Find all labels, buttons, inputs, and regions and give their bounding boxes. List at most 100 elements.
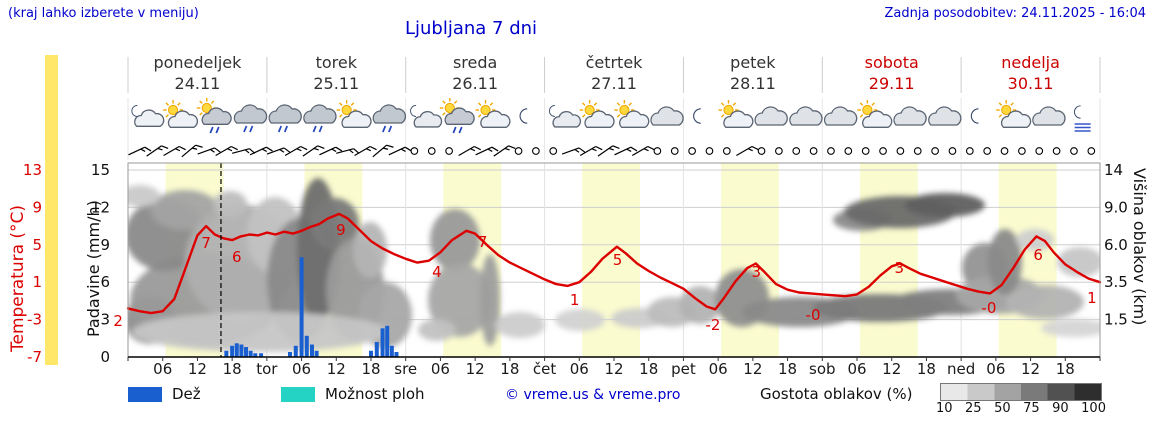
- time-label-hour: 06: [153, 360, 172, 378]
- weather-icon-cloud-rain: [303, 104, 337, 133]
- svg-text:1: 1: [32, 273, 42, 291]
- time-label-hour: 18: [778, 360, 797, 378]
- svg-text:6: 6: [100, 273, 110, 291]
- time-label-day: tor: [256, 360, 278, 378]
- rain-bar: [299, 257, 304, 357]
- density-tick: 25: [965, 401, 982, 416]
- weather-icon-moon: [970, 108, 979, 124]
- wind-barb: [336, 148, 360, 154]
- temperature-label: 6: [1033, 246, 1043, 264]
- wind-barb: [388, 146, 412, 156]
- temperature-label: 1: [1087, 289, 1097, 307]
- rain-bar: [374, 342, 379, 357]
- day-date: 24.11: [175, 74, 221, 93]
- density-tick: 50: [994, 401, 1011, 416]
- precip-axis-ticks: 15 12 9 6 3 0: [91, 161, 110, 366]
- day-name: četrtek: [586, 53, 644, 72]
- rain-bar: [259, 353, 264, 357]
- weather-icon-sun-cloud: [857, 100, 893, 128]
- temp-axis-ticks: 13 9 5 1 -3 -7: [23, 161, 42, 366]
- wind-barb: [372, 144, 394, 158]
- day-date: 29.11: [869, 74, 915, 93]
- rain-bar: [380, 328, 385, 357]
- weather-icon-cloud: [893, 106, 927, 126]
- showers-legend-label: Možnost ploh: [325, 385, 425, 403]
- weather-icon-cloud-rain: [372, 104, 407, 133]
- wind-barb: [128, 146, 152, 156]
- time-label-day: pet: [671, 360, 696, 378]
- credit-link[interactable]: © vreme.us & vreme.pro: [505, 387, 681, 403]
- page-title: Ljubljana 7 dni: [404, 18, 538, 39]
- weather-icon-sun-cloud: [579, 100, 615, 128]
- temperature-label: 7: [201, 234, 211, 252]
- calm-circle: [757, 147, 766, 155]
- time-axis: 06 12 18 tor 06 12 18 sre 06 12 18 čet 06 12 18 pet 06 12…: [153, 360, 1075, 378]
- day-name: ponedeljek: [153, 53, 242, 72]
- svg-text:15: 15: [91, 161, 110, 179]
- svg-text:-7: -7: [27, 348, 42, 366]
- calm-circle: [792, 147, 801, 155]
- weather-icon-sun-cloud: [996, 100, 1032, 128]
- temperature-label: 3: [894, 259, 904, 277]
- time-label-day: sre: [394, 360, 417, 378]
- temperature-label: 4: [432, 263, 442, 281]
- day-date: 28.11: [730, 74, 776, 93]
- weather-icon-cloud: [823, 106, 858, 126]
- weather-icon-sun-cloud: [614, 100, 650, 128]
- wind-barb: [215, 145, 238, 157]
- temperature-label: -2: [705, 316, 720, 334]
- wind-barb: [614, 146, 638, 156]
- rain-bar: [230, 345, 235, 357]
- calm-circle: [861, 147, 870, 155]
- temperature-label: -0: [806, 306, 821, 324]
- density-tick: 90: [1052, 401, 1069, 416]
- weather-icon-cloud: [789, 106, 823, 126]
- cloud-density-ticks: 10 25 50 75 90 100: [936, 401, 1106, 416]
- density-tick: 100: [1081, 401, 1106, 416]
- calm-circle: [879, 147, 887, 155]
- weather-icon-sun-cloud-rain: [196, 98, 232, 134]
- density-tick: 10: [936, 401, 953, 416]
- wind-barb: [266, 147, 291, 155]
- time-label-hour: 12: [743, 360, 762, 378]
- rain-bar: [288, 352, 292, 357]
- rain-bar: [248, 350, 253, 357]
- weather-icons-row: [131, 98, 1091, 134]
- calm-circle: [827, 147, 835, 155]
- weather-icon-sun-cloud: [336, 100, 372, 128]
- calm-circle: [445, 147, 453, 155]
- time-label-hour: 06: [570, 360, 589, 378]
- weather-icon-moon: [693, 108, 701, 124]
- wind-barb: [231, 148, 256, 154]
- wind-barb: [561, 147, 586, 155]
- rain-bar: [239, 344, 244, 357]
- time-label-hour: 12: [1021, 360, 1040, 378]
- plot-frame: [127, 162, 1101, 361]
- temperature-line: [126, 212, 1102, 315]
- weather-icon-cloud: [650, 106, 684, 126]
- calm-circle: [809, 147, 818, 155]
- calm-circle: [775, 147, 783, 155]
- left-yellow-strip: [45, 55, 58, 365]
- rain-bar: [389, 345, 394, 357]
- svg-text:9.0: 9.0: [1104, 198, 1128, 216]
- svg-text:5: 5: [32, 236, 42, 254]
- svg-text:3.5: 3.5: [1104, 273, 1128, 291]
- weather-icon-cloud-moon: [131, 105, 165, 127]
- rain-bar: [244, 347, 249, 357]
- calm-circle: [653, 147, 662, 155]
- temperature-label: 6: [232, 248, 242, 266]
- calm-circle: [705, 147, 714, 155]
- time-label-hour: 06: [431, 360, 450, 378]
- weather-icon-moon-cloud: [410, 105, 443, 128]
- cloud-density-gradient: [940, 383, 1102, 401]
- time-label-hour: 06: [292, 360, 311, 378]
- calm-circle: [514, 147, 523, 155]
- calm-circle: [549, 147, 558, 155]
- rain-bar: [369, 350, 373, 357]
- calm-circle: [532, 147, 540, 155]
- day-name: petek: [730, 53, 776, 72]
- calm-circle: [1035, 147, 1044, 155]
- wind-barb: [319, 146, 343, 156]
